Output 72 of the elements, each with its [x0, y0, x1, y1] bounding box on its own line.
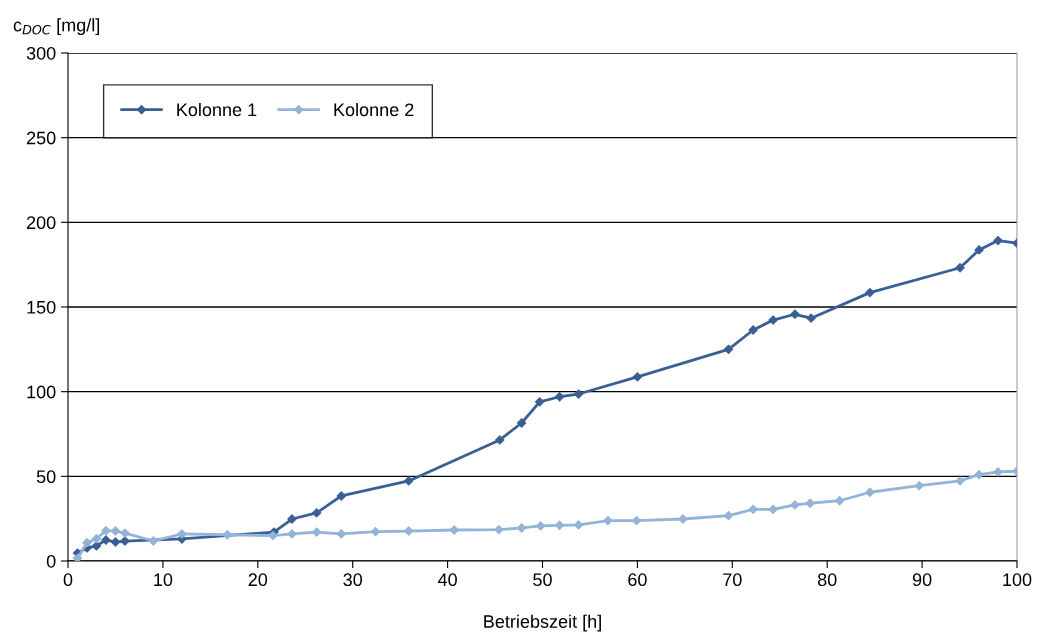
point — [834, 496, 845, 506]
point — [573, 389, 584, 399]
x-tick-label: 0 — [63, 573, 73, 587]
y-tick-label: 150 — [27, 300, 56, 314]
y-axis-title: c$_{DOC}$ [mg/l] — [13, 18, 100, 36]
point — [914, 481, 924, 491]
point — [806, 313, 816, 323]
point — [535, 397, 545, 407]
y-tick-label: 0 — [46, 554, 56, 568]
point — [573, 520, 584, 530]
point — [993, 467, 1003, 477]
legend-label: Kolonne 1 — [177, 102, 257, 117]
y-tick-label: 200 — [26, 216, 56, 230]
point — [554, 392, 565, 402]
x-tick-label: 30 — [343, 573, 363, 587]
point — [974, 470, 984, 480]
point — [336, 529, 346, 539]
point — [336, 491, 346, 501]
x-tick-label: 80 — [817, 573, 837, 587]
point — [632, 372, 643, 382]
point — [603, 516, 613, 526]
point — [748, 504, 758, 514]
point — [955, 263, 965, 273]
y-tick-label: 100 — [27, 385, 56, 399]
point — [865, 287, 875, 298]
point — [177, 529, 187, 539]
point — [993, 235, 1003, 246]
x-tick-label: 100 — [1003, 573, 1032, 587]
point — [312, 508, 322, 518]
x-tick-label: 60 — [628, 573, 647, 587]
x-axis-title: Betriebszeit [h] — [484, 614, 601, 632]
point — [768, 504, 778, 514]
legend-label: Kolonne 2 — [334, 102, 414, 117]
point — [631, 516, 642, 526]
x-tick-label: 70 — [723, 573, 742, 587]
point — [494, 525, 504, 535]
point — [268, 530, 278, 541]
point — [554, 520, 565, 530]
point — [865, 487, 875, 497]
point — [516, 418, 527, 428]
point — [287, 529, 297, 539]
point — [404, 476, 414, 486]
point — [495, 435, 505, 445]
point — [790, 309, 800, 319]
point — [110, 526, 121, 536]
x-tick-label: 90 — [912, 573, 932, 587]
point — [148, 536, 159, 546]
point — [120, 528, 130, 538]
point — [404, 526, 414, 536]
point — [955, 476, 965, 486]
y-tick-label: 250 — [26, 131, 56, 145]
x-tick-label: 20 — [248, 573, 268, 587]
point — [748, 325, 758, 335]
y-tick-label: 300 — [26, 46, 56, 60]
point — [790, 500, 800, 510]
x-tick-label: 40 — [437, 573, 457, 587]
point — [805, 498, 815, 508]
point — [91, 534, 102, 544]
y-tick-label: 50 — [36, 470, 56, 484]
point — [110, 537, 121, 547]
point — [723, 344, 734, 354]
point — [91, 541, 102, 551]
point — [312, 527, 322, 537]
point — [72, 553, 83, 561]
point — [101, 526, 111, 536]
point — [449, 525, 459, 535]
point — [723, 510, 734, 521]
x-tick-label: 10 — [154, 573, 173, 587]
x-tick-label: 50 — [533, 573, 552, 587]
point — [974, 245, 984, 255]
point — [768, 315, 778, 325]
point — [82, 538, 92, 548]
